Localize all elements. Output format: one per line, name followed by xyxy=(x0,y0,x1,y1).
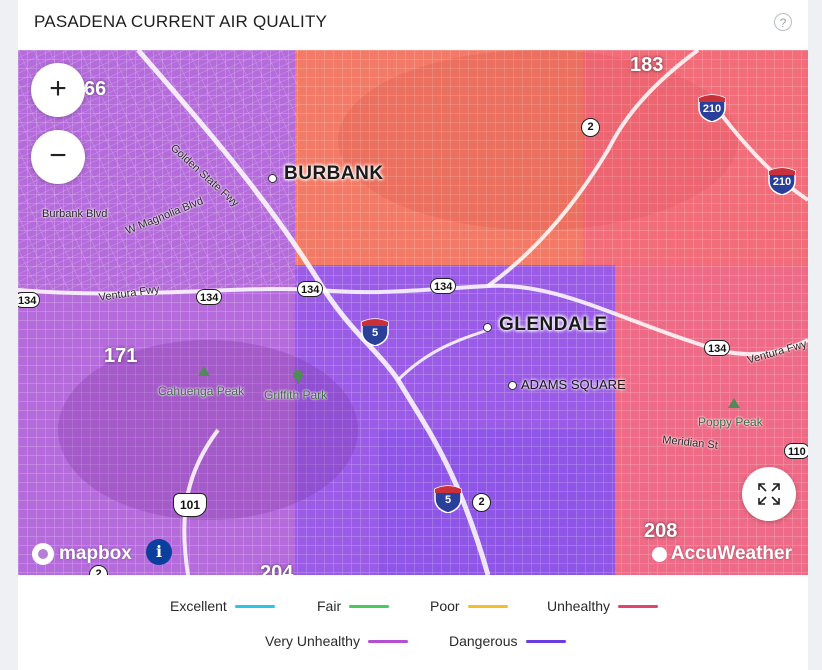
city-label-burbank: BURBANK xyxy=(284,163,384,184)
peak-icon xyxy=(728,398,740,408)
legend-item-very-unhealthy: Very Unhealthy xyxy=(265,633,408,649)
legend-swatch xyxy=(618,604,659,608)
zoom-in-button[interactable]: + xyxy=(31,63,85,117)
burbank-dot xyxy=(268,174,277,183)
route-shield-134: 134 xyxy=(18,292,41,308)
legend-label: Dangerous xyxy=(449,633,518,649)
route-shield-134: 134 xyxy=(297,281,324,297)
interstate-5-shield: 5 xyxy=(360,316,390,347)
fullscreen-button[interactable] xyxy=(742,467,796,521)
legend-item-fair: Fair xyxy=(317,598,390,614)
hills-shading-ne xyxy=(338,50,738,230)
legend-item-excellent: Excellent xyxy=(170,598,275,614)
interstate-5-label: 5 xyxy=(371,327,379,339)
legend-item-poor: Poor xyxy=(430,598,508,614)
park-label-griffith-park: Griffith Park xyxy=(264,388,328,402)
legend-swatch xyxy=(349,604,390,608)
map-number-66: 66 xyxy=(84,78,107,100)
route-shield-134: 134 xyxy=(196,289,223,305)
city-label-glendale: GLENDALE xyxy=(499,314,608,335)
mapbox-logo[interactable]: mapbox xyxy=(32,543,132,565)
zoom-out-button[interactable]: − xyxy=(31,130,85,184)
card-header: PASADENA CURRENT AIR QUALITY ? xyxy=(18,0,808,50)
help-icon[interactable]: ? xyxy=(774,13,792,31)
legend-item-dangerous: Dangerous xyxy=(449,633,566,649)
glendale-dot xyxy=(483,323,492,332)
legend-swatch xyxy=(234,604,275,608)
interstate-5-shield: 5 xyxy=(433,483,463,514)
interstate-210-label: 210 xyxy=(702,103,722,115)
air-quality-card: PASADENA CURRENT AIR QUALITY ? xyxy=(18,0,808,670)
legend-label: Very Unhealthy xyxy=(265,633,360,649)
map-number-208: 208 xyxy=(644,520,678,542)
interstate-210-label: 210 xyxy=(772,176,792,188)
hills-shading xyxy=(58,340,358,520)
legend-label: Fair xyxy=(317,598,342,614)
attribution-info-button[interactable]: i xyxy=(146,539,172,565)
route-shield-134: 134 xyxy=(430,278,457,294)
accuweather-icon xyxy=(651,546,667,562)
park-label-poppy-peak: Poppy Peak xyxy=(698,415,763,429)
legend-swatch xyxy=(467,604,508,608)
map-number-171: 171 xyxy=(104,345,138,367)
route-shield-134: 134 xyxy=(704,340,731,356)
adams-square-dot xyxy=(508,381,517,390)
map-number-204: 204 xyxy=(260,562,294,575)
route-shield-110: 110 xyxy=(784,443,808,459)
expand-icon xyxy=(758,483,780,505)
legend-swatch xyxy=(367,639,408,643)
accuweather-label: AccuWeather xyxy=(670,543,792,564)
interstate-210-shield: 210 xyxy=(697,92,727,123)
legend-label: Poor xyxy=(430,598,460,614)
aq-legend: Excellent Fair Poor Unhealthy Very Unhea… xyxy=(18,575,808,670)
air-quality-map[interactable]: BURBANK GLENDALE ADAMS SQUARE Golden Sta… xyxy=(18,50,808,575)
interstate-210-shield: 210 xyxy=(767,165,797,196)
us-route-shield-101: 101 xyxy=(173,493,207,517)
legend-label: Excellent xyxy=(170,598,227,614)
page-title: PASADENA CURRENT AIR QUALITY xyxy=(34,12,328,31)
accuweather-logo: AccuWeather xyxy=(651,543,792,565)
park-label-cahuenga-peak: Cahuenga Peak xyxy=(158,384,245,398)
legend-swatch xyxy=(525,639,566,643)
legend-label: Unhealthy xyxy=(547,598,611,614)
tree-icon xyxy=(293,370,303,384)
interstate-5-label: 5 xyxy=(444,494,452,506)
map-number-183: 183 xyxy=(630,54,664,76)
map-base xyxy=(18,50,808,575)
state-route-2: 2 xyxy=(581,118,600,137)
neighborhood-label-adams-square: ADAMS SQUARE xyxy=(521,377,626,392)
state-route-2: 2 xyxy=(472,493,491,512)
legend-item-unhealthy: Unhealthy xyxy=(547,598,659,614)
mapbox-label: mapbox xyxy=(59,543,132,564)
street-label-burbank-blvd: Burbank Blvd xyxy=(42,208,108,220)
peak-icon xyxy=(198,366,210,376)
mapbox-icon xyxy=(32,543,54,565)
